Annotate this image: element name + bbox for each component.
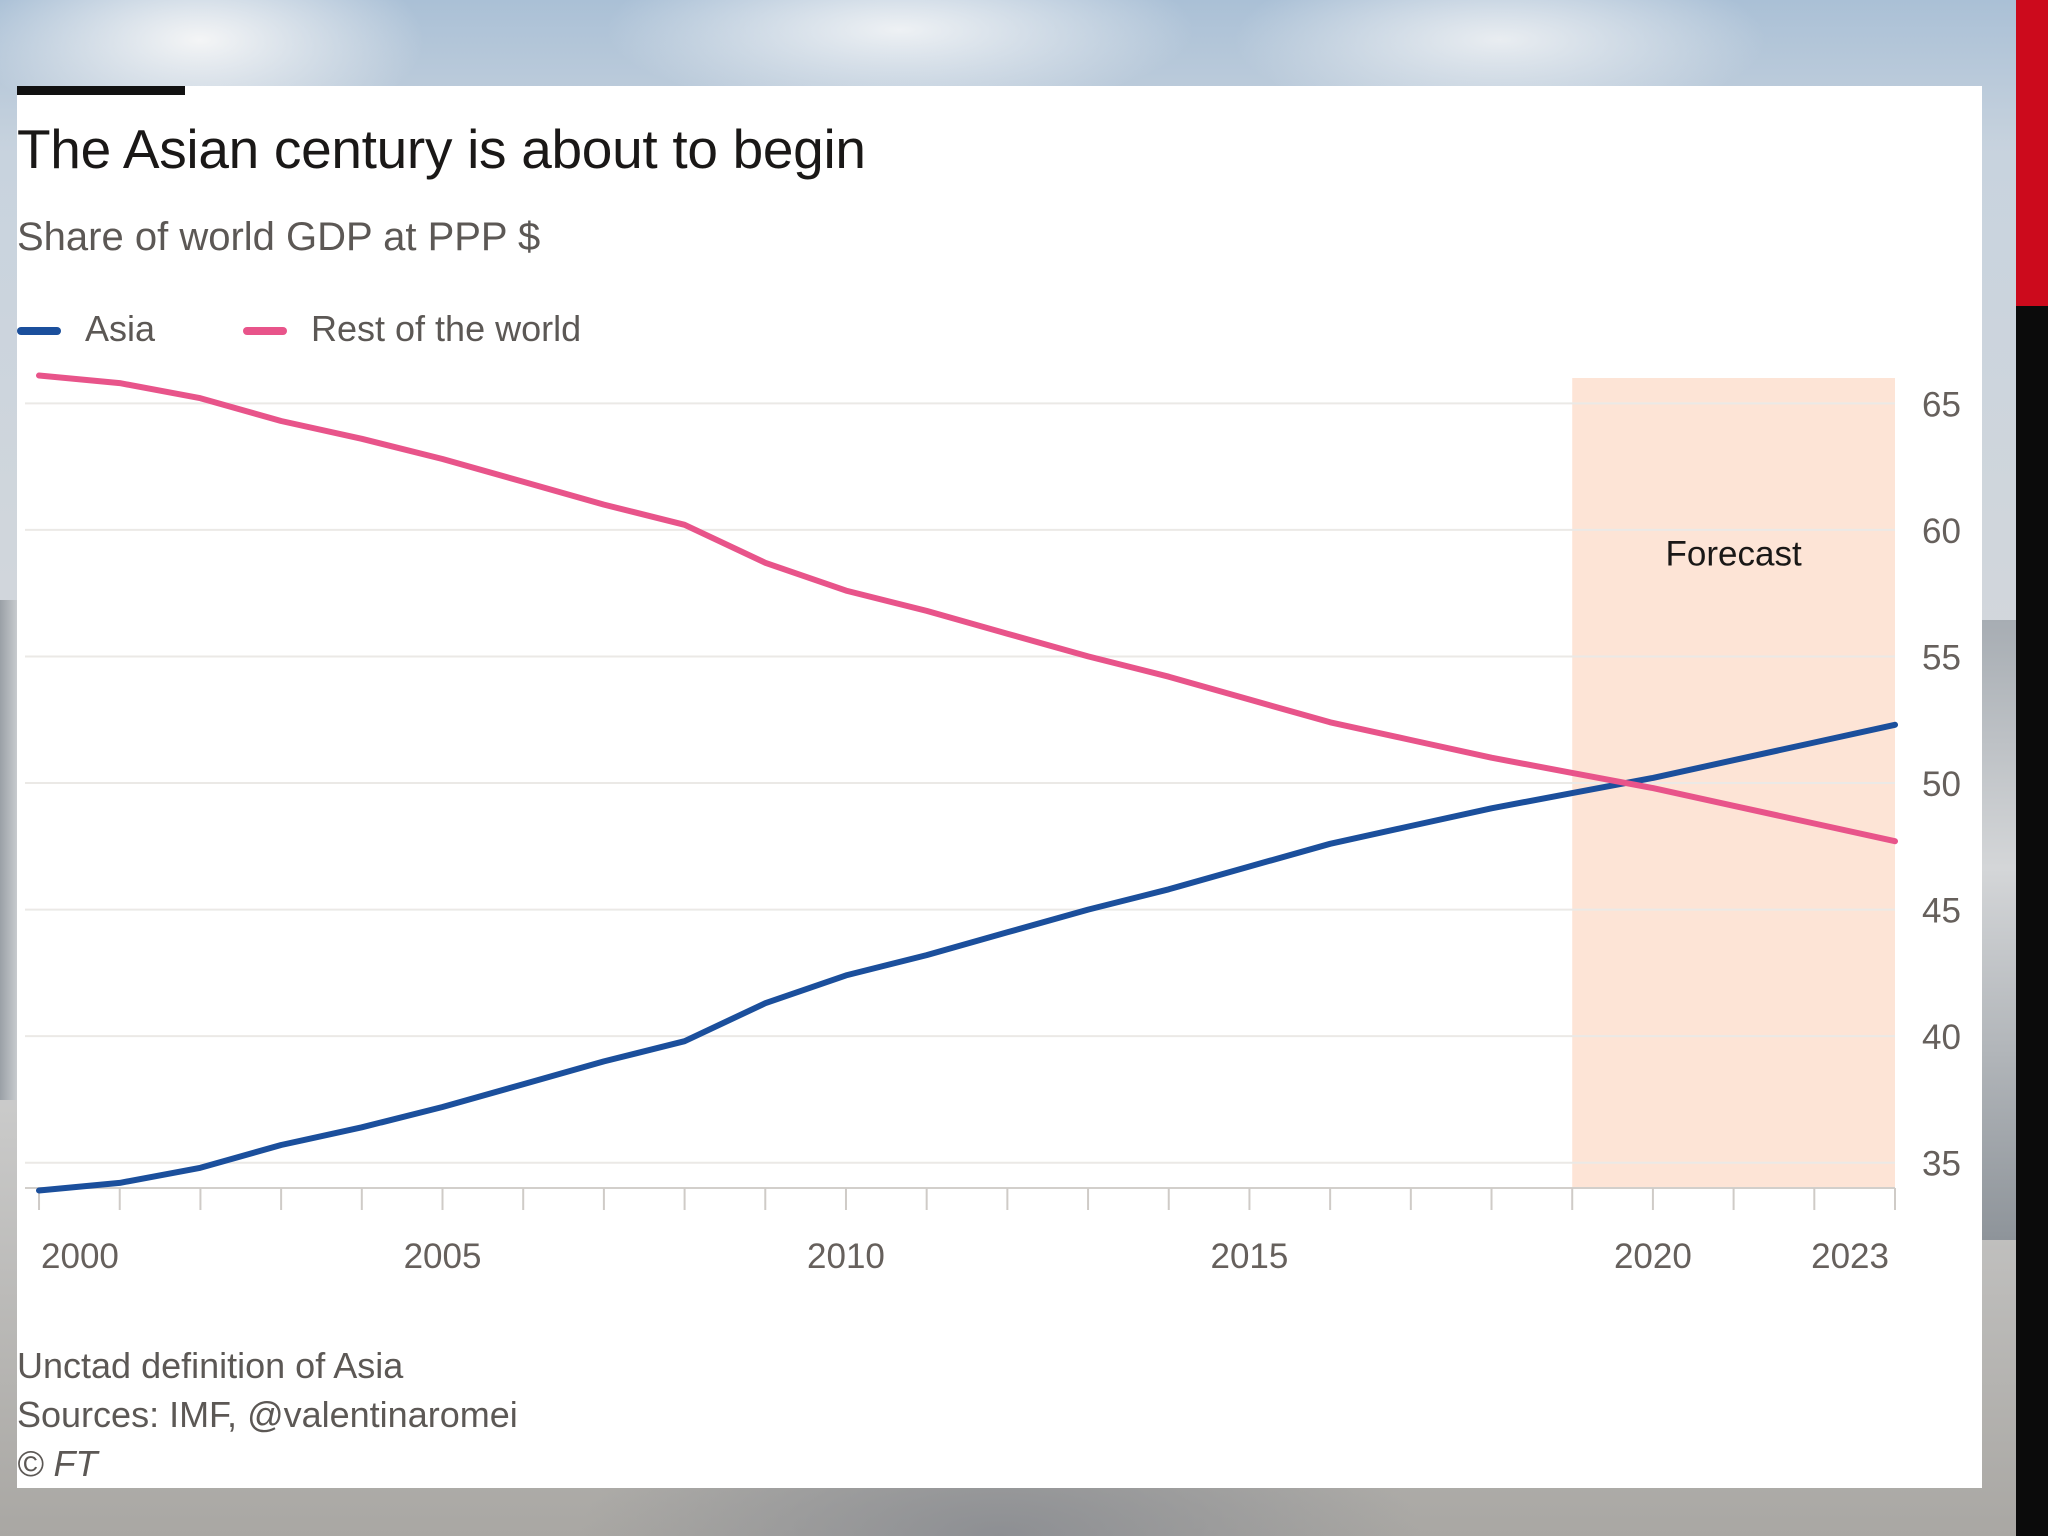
x-tick-label-2010: 2010 <box>807 1237 885 1276</box>
x-tick-label-2023: 2023 <box>1811 1237 1889 1276</box>
x-tick-label-2005: 2005 <box>404 1237 482 1276</box>
y-tick-label-35: 35 <box>1922 1145 1961 1184</box>
y-tick-label-55: 55 <box>1922 638 1961 677</box>
title-accent-rule <box>17 86 185 95</box>
background-detail-right <box>1982 620 2017 1240</box>
chart-subtitle: Share of world GDP at PPP $ <box>17 215 541 259</box>
side-accent-black <box>2016 306 2048 1536</box>
y-tick-label-45: 45 <box>1922 892 1961 931</box>
note-copyright: © FT <box>17 1443 98 1484</box>
background-detail-left <box>0 600 20 1100</box>
y-tick-label-65: 65 <box>1922 385 1961 424</box>
forecast-label: Forecast <box>1666 534 1802 573</box>
chart-notes: Unctad definition of Asia Sources: IMF, … <box>17 1341 518 1488</box>
legend-label-asia: Asia <box>85 308 156 349</box>
y-tick-label-50: 50 <box>1922 765 1961 804</box>
x-tick-label-2015: 2015 <box>1211 1237 1289 1276</box>
side-accent-red <box>2016 0 2048 306</box>
series-line-rest-of-world <box>36 372 1898 845</box>
note-sources: Sources: IMF, @valentinaromei <box>17 1394 518 1435</box>
legend-swatch-asia <box>17 327 61 335</box>
x-tick-label-2000: 2000 <box>41 1237 119 1276</box>
series-line-asia <box>36 721 1898 1194</box>
legend-swatch-rest-of-world <box>243 327 287 335</box>
note-definition: Unctad definition of Asia <box>17 1345 404 1386</box>
y-tick-label-40: 40 <box>1922 1018 1961 1057</box>
legend-label-rest-of-world: Rest of the world <box>311 308 582 349</box>
x-tick-label-2020: 2020 <box>1614 1237 1692 1276</box>
chart-title: The Asian century is about to begin <box>17 118 866 180</box>
y-tick-label-60: 60 <box>1922 512 1961 551</box>
